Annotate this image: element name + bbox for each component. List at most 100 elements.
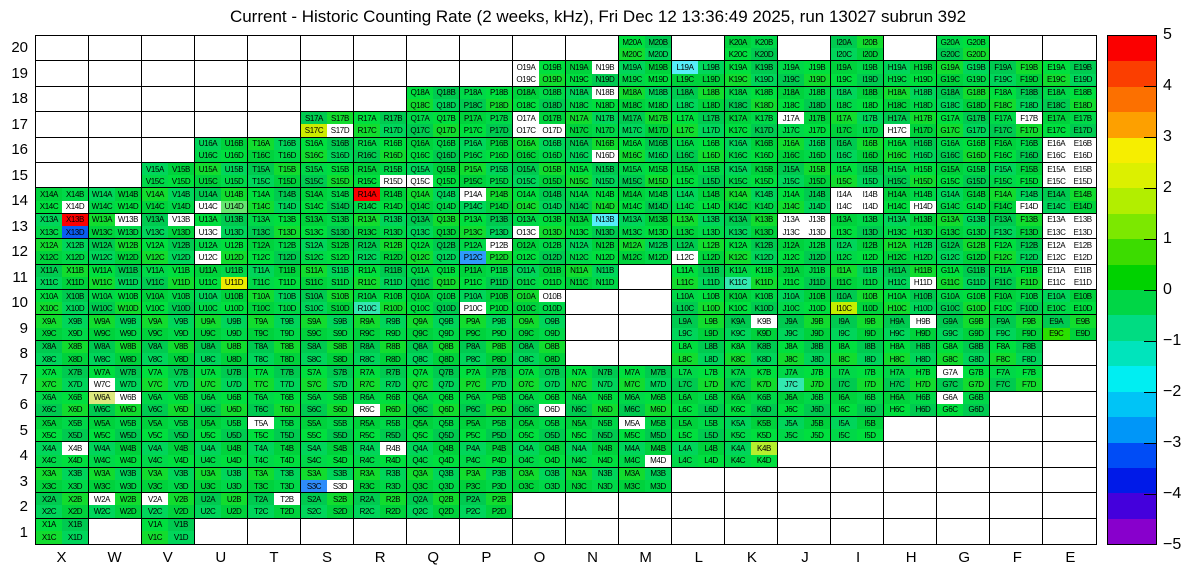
cell-Q13A: Q13A: [407, 213, 433, 226]
cell-V6B: V6B: [168, 391, 194, 404]
cell-T11C: T11C: [248, 276, 274, 289]
block-O2: [513, 493, 566, 519]
cell-K7D: K7D: [751, 378, 777, 391]
cell-P8B: P8B: [486, 340, 512, 353]
cell-G8B: G8B: [963, 340, 989, 353]
cell-V9B: V9B: [168, 315, 194, 328]
cell-P6A: P6A: [460, 391, 486, 404]
cell-Q9C: Q9C: [407, 327, 433, 340]
cell-M17D: M17D: [645, 124, 671, 137]
cell-V10D: V10D: [168, 302, 194, 315]
cell-G7C: G7C: [937, 378, 963, 391]
cell-K5C: K5C: [725, 429, 751, 442]
block-W2: W2A W2B W2C W2D: [89, 493, 142, 519]
cell-T14A: T14A: [248, 188, 274, 201]
cell-F13A: F13A: [990, 213, 1016, 226]
block-O5: O5A O5B O5C O5D: [513, 416, 566, 443]
cell-J5A: J5A: [778, 416, 804, 430]
cell-H13C: H13C: [884, 225, 910, 239]
block-P14: P14A P14B P14C P14D: [460, 188, 513, 214]
cell-X3D: X3D: [62, 479, 88, 493]
cell-W13B: W13B: [115, 213, 141, 226]
colorbar-segment-3: [1108, 112, 1156, 138]
cell-K13A: K13A: [725, 213, 751, 226]
block-K12: K12A K12B K12C K12D: [725, 239, 778, 265]
cell-K5A: K5A: [725, 416, 751, 430]
cell-I16B: I16B: [857, 137, 883, 150]
block-S13: S13A S13B S13C S13D: [301, 213, 354, 240]
block-H2: [884, 493, 937, 519]
cell-W2B: W2B: [115, 493, 141, 506]
cell-K10B: K10B: [751, 289, 777, 303]
block-H5: [884, 416, 937, 443]
cell-P8C: P8C: [460, 352, 486, 366]
block-F19: F19A F19B F19C F19D: [990, 61, 1043, 87]
cell-M7D: M7D: [645, 378, 671, 391]
block-N3: N3A N3B N3C N3D: [566, 467, 619, 494]
cell-N17C: N17C: [566, 124, 592, 137]
cell-O10B: O10B: [539, 289, 565, 303]
cell-F18D: F18D: [1016, 98, 1042, 112]
cell-E13D: E13D: [1069, 225, 1096, 239]
cell-J16A: J16A: [778, 137, 804, 150]
cell-Q7D: Q7D: [433, 378, 459, 391]
cell-M14B: M14B: [645, 188, 671, 201]
cell-K8B: K8B: [751, 340, 777, 353]
cell-X3A: X3A: [36, 467, 62, 480]
cell-K9C: K9C: [725, 327, 751, 340]
x-tick-K: K: [746, 549, 757, 566]
cell-E16B: E16B: [1069, 137, 1096, 150]
block-M8: [619, 340, 672, 367]
cell-I6B: I6B: [857, 391, 883, 404]
cell-M13D: M13D: [645, 225, 671, 239]
cell-J6D: J6D: [804, 403, 830, 416]
cell-V2D: V2D: [168, 505, 194, 518]
cell-J8D: J8D: [804, 352, 830, 366]
cell-U11D: U11D: [221, 276, 247, 289]
cell-G6B: G6B: [963, 391, 989, 404]
block-O20: [513, 36, 566, 62]
block-U17: [195, 112, 248, 138]
cell-P18D: P18D: [486, 98, 512, 112]
cell-J16C: J16C: [778, 149, 804, 162]
cell-L8B: L8B: [698, 340, 724, 353]
cell-X13C: X13C: [36, 225, 62, 239]
cell-T15B: T15B: [274, 162, 300, 176]
block-O16: O16A O16B O16C O16D: [513, 137, 566, 163]
cell-I12A: I12A: [831, 239, 857, 252]
cell-Q16A: Q16A: [407, 137, 433, 150]
cell-F15D: F15D: [1016, 175, 1042, 188]
block-J3: [778, 467, 831, 494]
block-T19: [248, 61, 301, 87]
cell-K17C: K17C: [725, 124, 751, 137]
cell-H9B: H9B: [910, 315, 936, 328]
cell-Q18C: Q18C: [407, 98, 433, 112]
block-E1: [1043, 518, 1096, 544]
block-U12: U12A U12B U12C U12D: [195, 239, 248, 265]
cell-Q3A: Q3A: [407, 467, 433, 480]
block-R18: [354, 86, 407, 113]
cell-V1B: V1B: [168, 518, 194, 532]
block-R2: R2A R2B R2C R2D: [354, 493, 407, 519]
cell-P11D: P11D: [486, 276, 512, 289]
cell-J17D: J17D: [804, 124, 830, 137]
cell-V11A: V11A: [142, 264, 168, 277]
cell-I10D: I10D: [857, 302, 883, 315]
cell-S4A: S4A: [301, 442, 327, 455]
cell-K20C: K20C: [725, 48, 751, 61]
block-T20: [248, 36, 301, 62]
cell-W14C: W14C: [89, 200, 115, 213]
cell-J15C: J15C: [778, 175, 804, 188]
cell-N5C: N5C: [566, 429, 592, 442]
cell-T5C: T5C: [248, 429, 274, 442]
cell-N4D: N4D: [592, 454, 618, 467]
cell-S11C: S11C: [301, 276, 327, 289]
block-F7: F7A F7B F7C F7D: [990, 366, 1043, 392]
block-T5: T5A T5B T5C T5D: [248, 416, 301, 443]
cell-L19D: L19D: [698, 73, 724, 86]
cell-R6A: R6A: [354, 391, 380, 404]
cell-V14D: V14D: [168, 200, 194, 213]
block-E15: E15A E15B E15C E15D: [1043, 162, 1096, 189]
cell-Q6C: Q6C: [407, 403, 433, 416]
cell-M5A: M5A: [619, 416, 645, 430]
